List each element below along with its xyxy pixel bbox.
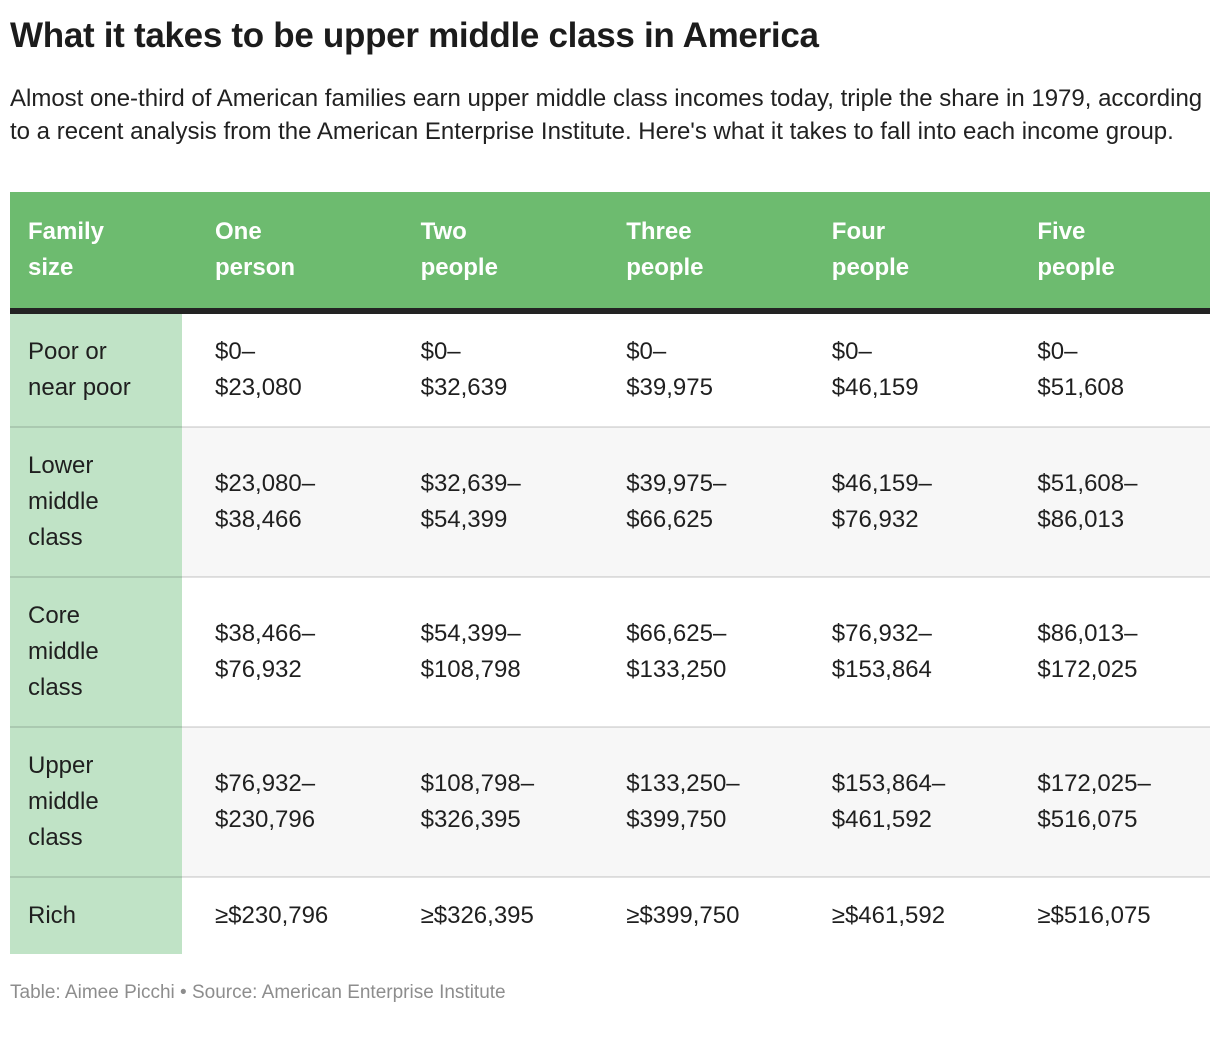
table-cell: $54,399– $108,798 xyxy=(387,576,594,728)
table-cell: $108,798– $326,395 xyxy=(387,726,594,878)
credit-line: Table: Aimee Picchi • Source: American E… xyxy=(10,982,506,1004)
table-cell: ≥$326,395 xyxy=(387,876,594,955)
table-cell: ≥$461,592 xyxy=(798,876,1005,955)
column-header-three-people: Three people xyxy=(593,192,799,312)
table-row-rich: Rich ≥$230,796 ≥$326,395 ≥$399,750 ≥$461… xyxy=(10,876,1210,955)
table-cell: $39,975– $66,625 xyxy=(593,426,799,578)
table-cell: $46,159– $76,932 xyxy=(798,426,1005,578)
income-table: Family size One person Two people Three … xyxy=(10,192,1210,955)
column-header-two-people: Two people xyxy=(387,192,594,312)
row-label: Core middle class xyxy=(10,576,182,728)
table-cell: $133,250– $399,750 xyxy=(593,726,799,878)
table-row-poor-or-near-poor: Poor or near poor $0– $23,080 $0– $32,63… xyxy=(10,308,1210,428)
row-label: Lower middle class xyxy=(10,426,182,578)
table-cell: ≥$399,750 xyxy=(593,876,799,955)
table-header-row: Family size One person Two people Three … xyxy=(10,192,1210,312)
chart-title: What it takes to be upper middle class i… xyxy=(10,16,819,55)
column-header-four-people: Four people xyxy=(798,192,1005,312)
table-row-upper-middle-class: Upper middle class $76,932– $230,796 $10… xyxy=(10,726,1210,878)
table-cell: ≥$516,075 xyxy=(1004,876,1210,955)
chart-subtitle: Almost one-third of American families ea… xyxy=(10,85,1203,146)
table-cell: $0– $46,159 xyxy=(798,308,1005,428)
table-cell: $0– $32,639 xyxy=(387,308,594,428)
table-cell: $153,864– $461,592 xyxy=(798,726,1005,878)
row-label: Upper middle class xyxy=(10,726,182,878)
row-label: Rich xyxy=(10,876,182,955)
table-cell: $66,625– $133,250 xyxy=(593,576,799,728)
table-cell: $32,639– $54,399 xyxy=(387,426,594,578)
column-header-family-size: Family size xyxy=(10,192,182,312)
table-cell: $51,608– $86,013 xyxy=(1004,426,1210,578)
table-cell: $23,080– $38,466 xyxy=(182,426,388,578)
table-cell: $86,013– $172,025 xyxy=(1004,576,1210,728)
column-header-one-person: One person xyxy=(182,192,388,312)
chart-container: What it takes to be upper middle class i… xyxy=(0,16,1220,1004)
table-cell: $76,932– $153,864 xyxy=(798,576,1005,728)
table-row-core-middle-class: Core middle class $38,466– $76,932 $54,3… xyxy=(10,576,1210,728)
table-cell: $0– $39,975 xyxy=(593,308,799,428)
row-label: Poor or near poor xyxy=(10,308,182,428)
table-row-lower-middle-class: Lower middle class $23,080– $38,466 $32,… xyxy=(10,426,1210,578)
table-cell: $0– $23,080 xyxy=(182,308,388,428)
table-cell: ≥$230,796 xyxy=(182,876,388,955)
column-header-five-people: Five people xyxy=(1004,192,1210,312)
table-cell: $0– $51,608 xyxy=(1004,308,1210,428)
table-cell: $76,932– $230,796 xyxy=(182,726,388,878)
table-cell: $38,466– $76,932 xyxy=(182,576,388,728)
table-cell: $172,025– $516,075 xyxy=(1004,726,1210,878)
